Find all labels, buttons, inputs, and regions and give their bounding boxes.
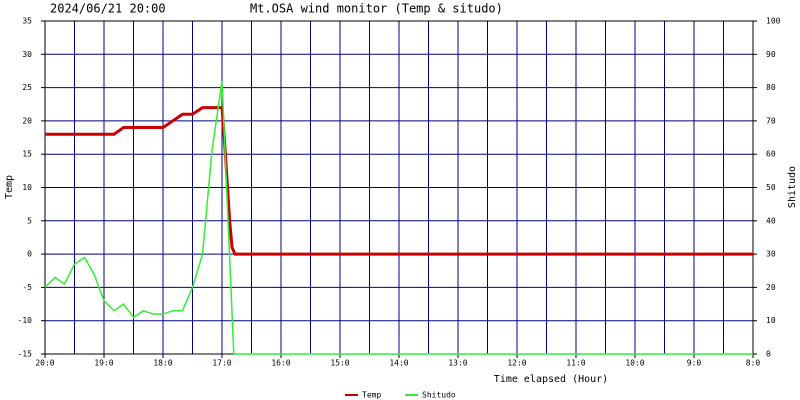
y-tick-label: -5: [22, 283, 32, 292]
timestamp: 2024/06/21 20:00: [50, 2, 166, 16]
chart-title: Mt.OSA wind monitor (Temp & situdo): [250, 2, 503, 16]
x-tick-label: 13:0: [448, 359, 467, 368]
y2-tick-label: 30: [766, 250, 776, 259]
y-tick-label: -10: [18, 316, 33, 325]
y2-axis-label: Shitudo: [787, 166, 798, 208]
y-tick-label: 5: [27, 216, 32, 225]
x-tick-label: 14:0: [389, 359, 408, 368]
y2-tick-label: 80: [766, 83, 776, 92]
x-tick-label: 17:0: [212, 359, 231, 368]
x-tick-label: 8:0: [746, 359, 761, 368]
x-tick-label: 19:0: [94, 359, 113, 368]
y2-tick-label: 60: [766, 150, 776, 159]
y-axis-label: Temp: [4, 175, 15, 199]
y2-tick-label: 10: [766, 316, 776, 325]
y-tick-label: -15: [18, 350, 33, 359]
x-tick-label: 11:0: [566, 359, 585, 368]
y2-tick-label: 70: [766, 116, 776, 125]
y-tick-label: 30: [22, 50, 32, 59]
y2-tick-label: 100: [766, 17, 781, 26]
x-tick-label: 18:0: [153, 359, 172, 368]
legend-label: Temp: [362, 391, 381, 400]
y2-tick-label: 40: [766, 216, 776, 225]
y2-tick-label: 20: [766, 283, 776, 292]
legend-label: Shitudo: [422, 391, 456, 400]
x-tick-label: 16:0: [271, 359, 290, 368]
y-tick-label: 0: [27, 250, 32, 259]
y2-tick-label: 0: [766, 350, 771, 359]
x-tick-label: 9:0: [687, 359, 702, 368]
series-line: [44, 80, 753, 355]
x-tick-label: 12:0: [507, 359, 526, 368]
y-tick-label: 25: [22, 83, 32, 92]
y2-tick-label: 90: [766, 50, 776, 59]
y-tick-label: 35: [22, 17, 32, 26]
series-line: [45, 106, 753, 256]
y-tick-label: 10: [22, 183, 32, 192]
y-tick-label: 15: [22, 150, 32, 159]
x-tick-label: 15:0: [330, 359, 349, 368]
x-axis-label: Time elapsed (Hour): [494, 374, 608, 385]
x-tick-label: 10:0: [625, 359, 644, 368]
x-tick-label: 20:0: [35, 359, 54, 368]
y2-tick-label: 50: [766, 183, 776, 192]
y-tick-label: 20: [22, 116, 32, 125]
